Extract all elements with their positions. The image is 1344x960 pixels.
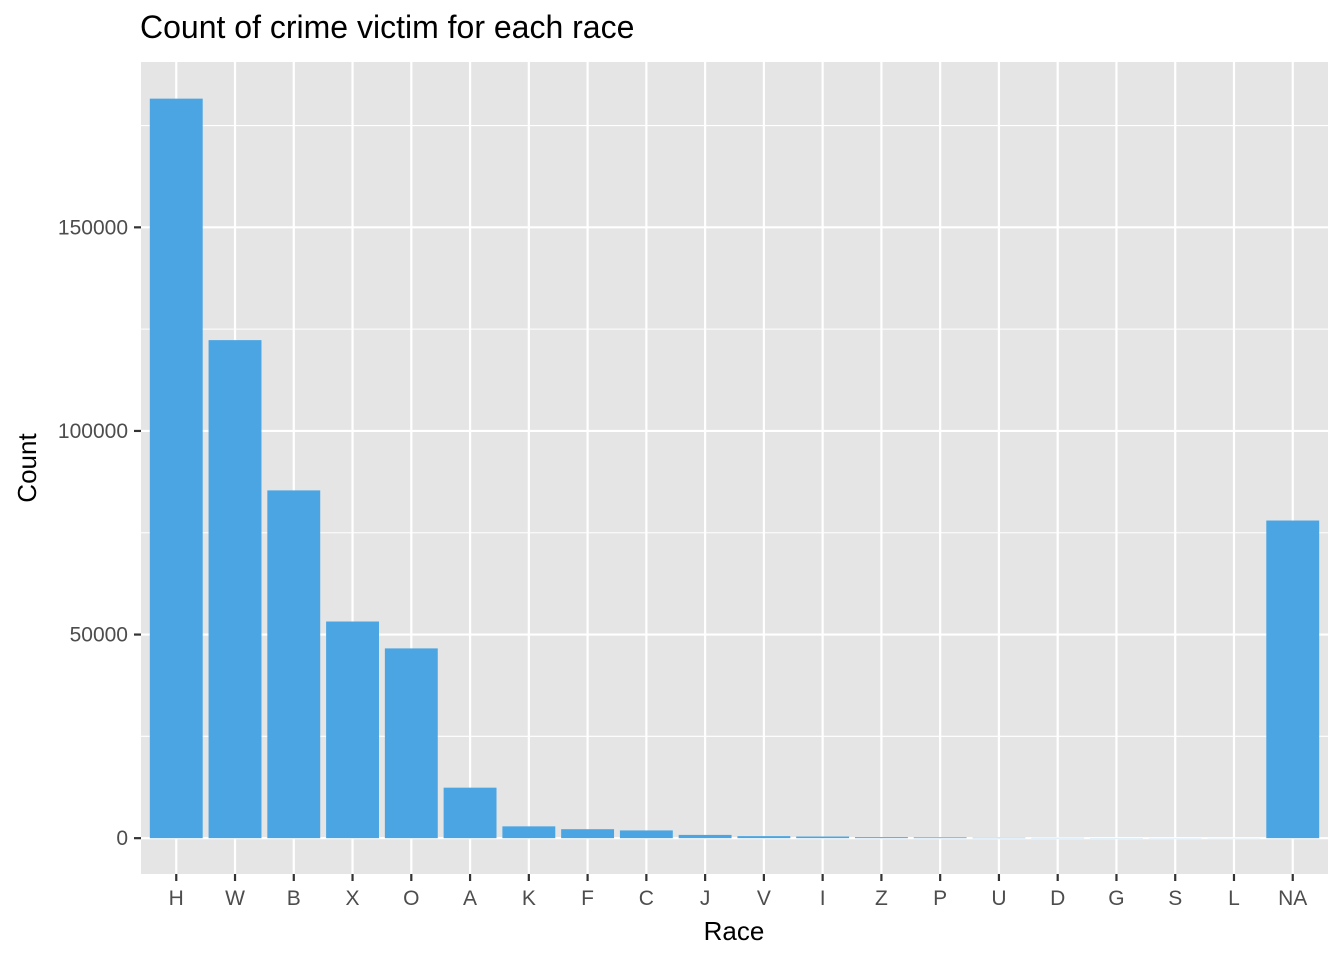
- bar-na: [1266, 520, 1320, 839]
- bar-b: [267, 490, 321, 839]
- bar-h: [149, 98, 203, 839]
- bars: [149, 98, 1320, 839]
- bar-k: [502, 826, 556, 839]
- x-tick-label: X: [346, 887, 360, 910]
- bar-f: [561, 829, 615, 839]
- y-tick-label: 150000: [58, 216, 128, 239]
- x-tick-label: K: [522, 887, 536, 910]
- y-axis-title: Count: [12, 433, 42, 503]
- x-tick-label: D: [1050, 887, 1065, 910]
- x-tick-label: Z: [875, 887, 888, 910]
- y-tick-label: 0: [116, 827, 128, 850]
- x-tick-label: P: [933, 887, 947, 910]
- bar-c: [619, 830, 673, 839]
- x-tick-label: H: [169, 887, 184, 910]
- x-tick-label: B: [287, 887, 301, 910]
- x-tick-label: S: [1168, 887, 1182, 910]
- x-tick-label: G: [1108, 887, 1124, 910]
- x-tick-label: O: [403, 887, 419, 910]
- y-tick-label: 100000: [58, 420, 128, 443]
- bar-w: [208, 340, 262, 839]
- x-tick-label: J: [700, 887, 711, 910]
- x-tick-label: A: [463, 887, 477, 910]
- x-axis: H W B X O A K F C J V I Z P U D G S L NA: [169, 874, 1307, 910]
- y-tick-label: 50000: [70, 624, 128, 647]
- bar-x: [326, 621, 379, 839]
- x-tick-label: NA: [1278, 887, 1307, 910]
- bar-i: [796, 836, 850, 839]
- x-tick-label: U: [991, 887, 1006, 910]
- chart-title: Count of crime victim for each race: [140, 9, 634, 45]
- x-axis-title: Race: [704, 916, 765, 946]
- x-tick-label: C: [639, 887, 654, 910]
- y-axis: 0 50000 100000 150000: [58, 216, 141, 850]
- x-tick-label: L: [1228, 887, 1240, 910]
- x-tick-label: V: [757, 887, 771, 910]
- bar-a: [443, 787, 497, 839]
- bar-v: [737, 836, 791, 839]
- bar-j: [678, 834, 732, 839]
- x-tick-label: W: [225, 887, 245, 910]
- bar-z: [854, 837, 908, 839]
- x-tick-label: F: [581, 887, 594, 910]
- bar-o: [384, 648, 438, 839]
- bar-p: [913, 837, 967, 839]
- x-tick-label: I: [820, 887, 826, 910]
